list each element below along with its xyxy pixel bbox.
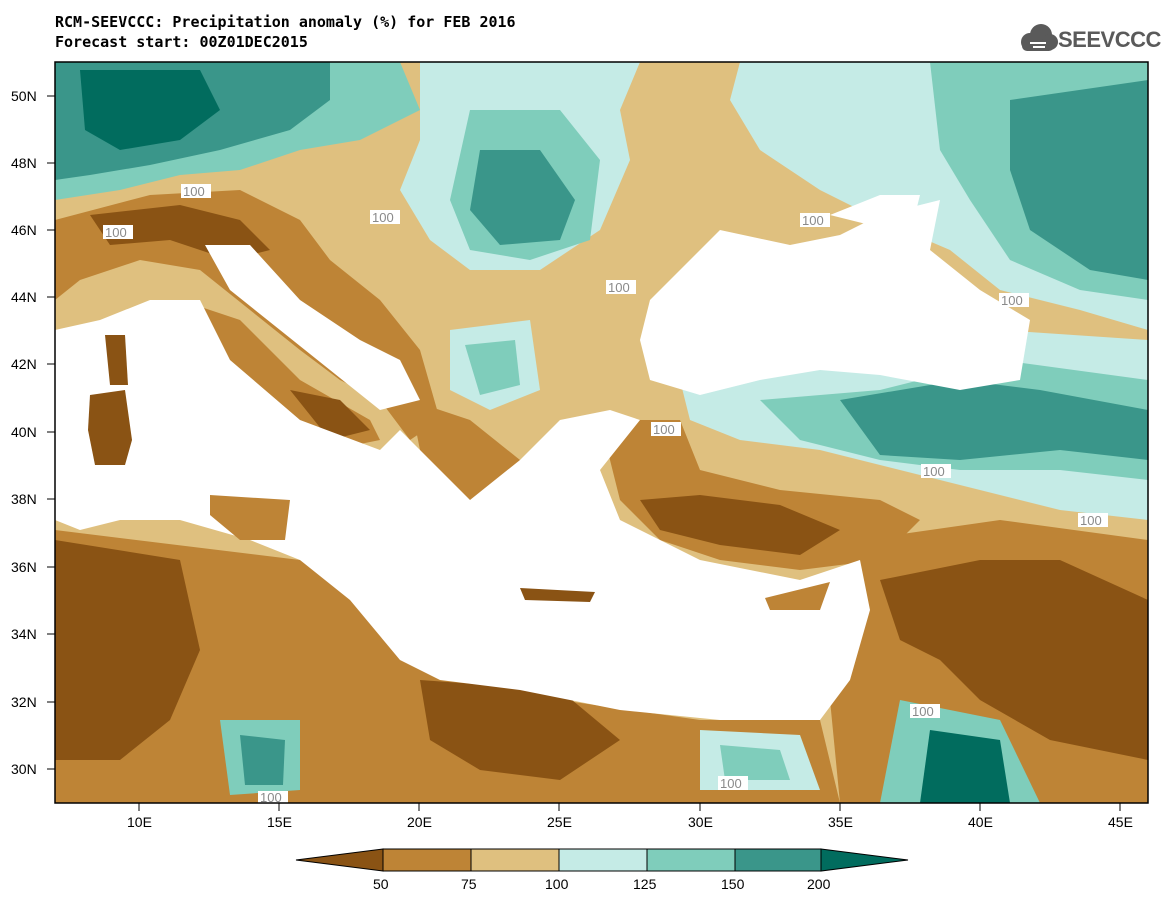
map-title: RCM-SEEVCCC: Precipitation anomaly (%) f… — [55, 13, 516, 31]
legend-tick: 75 — [461, 876, 477, 892]
legend-colorbar — [295, 848, 909, 872]
contour-label: 100 — [260, 790, 282, 805]
crete — [520, 588, 595, 602]
contour-label: 100 — [183, 184, 205, 199]
sardinia — [88, 390, 132, 465]
latitude-axis — [47, 95, 55, 770]
lon-label: 20E — [407, 814, 432, 830]
contour-label: 100 — [912, 704, 934, 719]
lat-label: 36N — [11, 559, 37, 575]
lat-label: 40N — [11, 424, 37, 440]
lon-label: 30E — [688, 814, 713, 830]
forecast-start: Forecast start: 00Z01DEC2015 — [55, 33, 308, 51]
lon-label: 10E — [127, 814, 152, 830]
anomaly-field — [55, 62, 1148, 803]
longitude-labels: 10E 15E 20E 25E 30E 35E 40E 45E — [127, 814, 1133, 830]
contour-label: 100 — [1080, 513, 1102, 528]
legend-swatch-125-150 — [646, 848, 736, 872]
longitude-axis — [138, 803, 1121, 811]
legend-tick: 150 — [721, 876, 745, 892]
contour-label: 100 — [720, 776, 742, 791]
legend-tick: 50 — [373, 876, 389, 892]
black-sea — [640, 200, 1030, 395]
legend-swatch-above-200 — [820, 848, 909, 872]
lat-label: 44N — [11, 289, 37, 305]
latitude-labels: 50N 48N 46N 44N 42N 40N 38N 36N 34N 32N … — [11, 88, 37, 777]
adriatic-sea — [205, 245, 420, 410]
lat-label: 30N — [11, 761, 37, 777]
lon-label: 15E — [267, 814, 292, 830]
lat-label: 42N — [11, 356, 37, 372]
mediterranean-sea — [55, 300, 870, 720]
lon-label: 40E — [968, 814, 993, 830]
contour-label: 100 — [105, 225, 127, 240]
contour-label: 100 — [372, 210, 394, 225]
legend-tick: 125 — [633, 876, 657, 892]
legend-swatch-75-100 — [470, 848, 560, 872]
legend-tick: 200 — [807, 876, 831, 892]
contour-labels: 100 100 100 100 100 100 100 100 100 100 … — [103, 184, 1108, 805]
contour-label: 100 — [923, 464, 945, 479]
sea-of-azov — [830, 195, 920, 225]
legend-swatch-150-200 — [734, 848, 822, 872]
legend-swatch-50-75 — [382, 848, 472, 872]
lat-label: 34N — [11, 626, 37, 642]
lat-label: 48N — [11, 155, 37, 171]
contour-label: 100 — [653, 422, 675, 437]
lon-label: 25E — [547, 814, 572, 830]
logo-text: SEEVCCC — [1058, 27, 1161, 52]
lat-label: 38N — [11, 491, 37, 507]
lat-label: 32N — [11, 694, 37, 710]
lon-label: 35E — [828, 814, 853, 830]
legend-swatch-100-125 — [558, 848, 648, 872]
cloud-icon — [1021, 24, 1058, 51]
cyprus — [765, 582, 830, 610]
lat-label: 46N — [11, 222, 37, 238]
legend-ticks: 50 75 100 125 150 200 — [373, 876, 831, 892]
legend-tick: 100 — [545, 876, 569, 892]
legend-swatch-below-50 — [295, 848, 384, 872]
contour-label: 100 — [1001, 293, 1023, 308]
lon-label: 45E — [1108, 814, 1133, 830]
corsica — [105, 335, 128, 385]
contour-label: 100 — [802, 213, 824, 228]
lat-label: 50N — [11, 88, 37, 104]
sicily — [210, 495, 290, 540]
contour-label: 100 — [608, 280, 630, 295]
